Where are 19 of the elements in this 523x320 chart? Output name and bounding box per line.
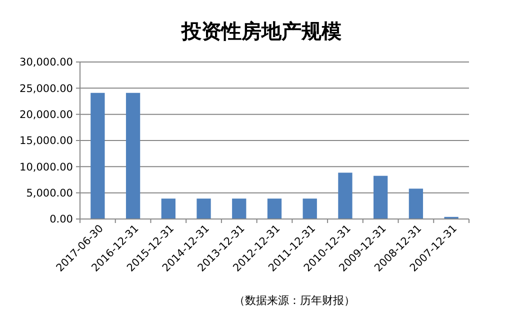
bar xyxy=(302,198,317,219)
bar xyxy=(408,188,424,219)
y-tick-label: 0.00 xyxy=(50,214,73,226)
bar xyxy=(161,198,176,219)
text: （数据来源：历年财报） xyxy=(234,294,355,307)
bar xyxy=(338,172,352,219)
bar xyxy=(267,198,282,219)
bar xyxy=(90,92,105,219)
bar xyxy=(126,92,140,219)
y-tick-label: 15,000.00 xyxy=(20,135,73,148)
bar xyxy=(196,198,211,219)
bar xyxy=(232,198,246,219)
y-tick-label: 20,000.00 xyxy=(20,109,73,122)
y-tick-label: 10,000.00 xyxy=(20,161,73,174)
chart-title: 投资性房地产规模 xyxy=(180,19,342,43)
y-tick-label: 25,000.00 xyxy=(20,82,73,95)
y-tick-label: 30,000.00 xyxy=(20,56,73,69)
bar xyxy=(374,176,388,219)
y-tick-label: 5,000.00 xyxy=(26,188,73,200)
